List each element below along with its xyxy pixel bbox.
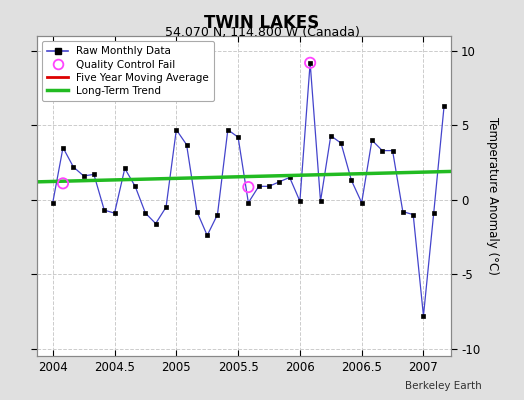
Point <box>244 184 253 190</box>
Text: TWIN LAKES: TWIN LAKES <box>204 14 320 32</box>
Text: Berkeley Earth: Berkeley Earth <box>406 381 482 391</box>
Point <box>59 180 67 186</box>
Point <box>306 60 314 66</box>
Y-axis label: Temperature Anomaly (°C): Temperature Anomaly (°C) <box>486 117 499 275</box>
Text: 54.070 N, 114.800 W (Canada): 54.070 N, 114.800 W (Canada) <box>165 26 359 39</box>
Legend: Raw Monthly Data, Quality Control Fail, Five Year Moving Average, Long-Term Tren: Raw Monthly Data, Quality Control Fail, … <box>42 41 214 101</box>
